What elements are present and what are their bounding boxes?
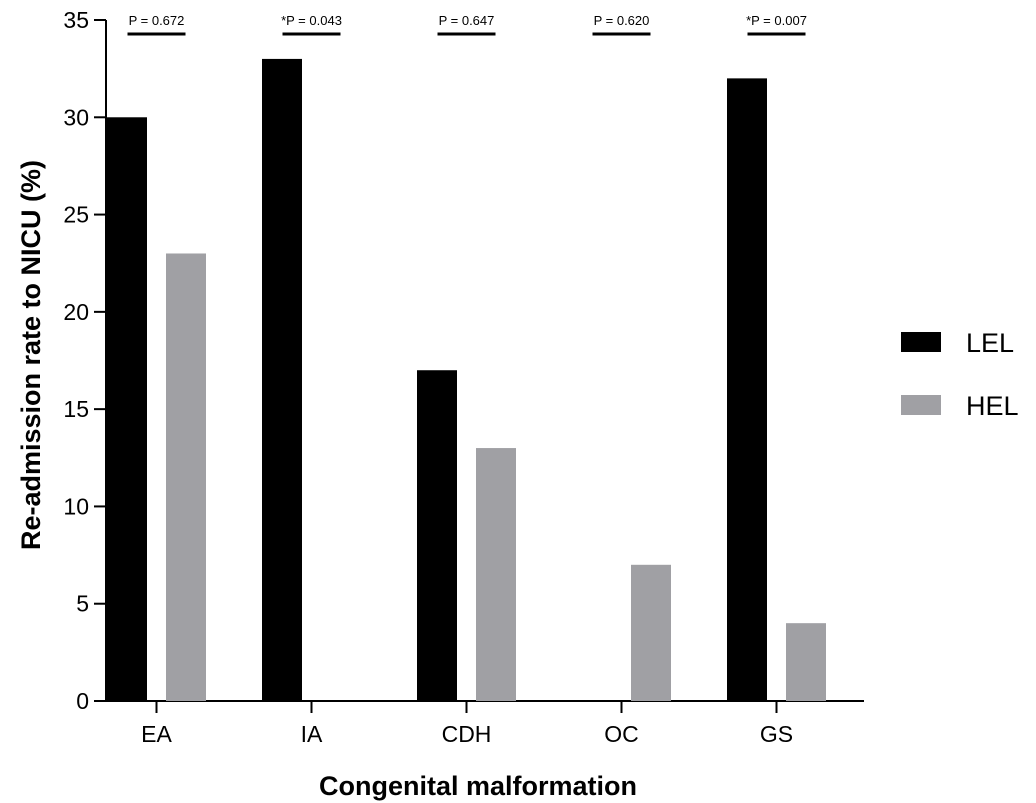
- legend-label-hel: HEL: [966, 391, 1019, 421]
- x-tick-label: CDH: [442, 721, 492, 747]
- bar-lel-cdh: [417, 370, 457, 701]
- legend-swatch-hel: [901, 395, 941, 415]
- bar-hel-cdh: [476, 448, 516, 701]
- x-tick-label: GS: [760, 721, 793, 747]
- y-tick-label: 5: [76, 591, 89, 617]
- bar-lel-ea: [107, 117, 147, 702]
- y-tick-label: 30: [63, 104, 89, 130]
- y-axis-title: Re-admission rate to NICU (%): [16, 160, 46, 550]
- y-axis: 0 5 10 15 20 25 30 35: [63, 7, 107, 714]
- bar-hel-ea: [166, 253, 206, 701]
- y-tick-label: 20: [63, 299, 89, 325]
- bars: [107, 58, 826, 702]
- bar-hel-gs: [786, 623, 826, 701]
- x-axis-title: Congenital malformation: [319, 771, 637, 801]
- p-value-annotations: P = 0.672 *P = 0.043 P = 0.647 P = 0.620 *P …: [127, 13, 807, 36]
- bar-hel-oc: [631, 564, 671, 701]
- x-axis: EA IA CDH OC GS: [105, 700, 864, 747]
- y-tick-label: 15: [63, 396, 89, 422]
- x-tick-label: OC: [604, 721, 639, 747]
- p-value-label: *P = 0.043: [281, 13, 342, 28]
- x-tick-label: IA: [301, 721, 323, 747]
- y-tick-label: 10: [63, 493, 89, 519]
- y-tick-label: 35: [63, 7, 89, 33]
- x-tick-label: EA: [141, 721, 172, 747]
- bar-lel-gs: [727, 78, 767, 701]
- legend-swatch-lel: [901, 332, 941, 352]
- bar-lel-ia: [262, 58, 302, 701]
- p-value-label: P = 0.672: [129, 13, 185, 28]
- p-value-label: *P = 0.007: [746, 13, 807, 28]
- p-value-label: P = 0.647: [439, 13, 495, 28]
- p-value-label: P = 0.620: [594, 13, 650, 28]
- legend-label-lel: LEL: [966, 328, 1014, 358]
- y-tick-label: 25: [63, 202, 89, 228]
- legend: LEL HEL: [901, 328, 1019, 421]
- y-tick-label: 0: [76, 688, 89, 714]
